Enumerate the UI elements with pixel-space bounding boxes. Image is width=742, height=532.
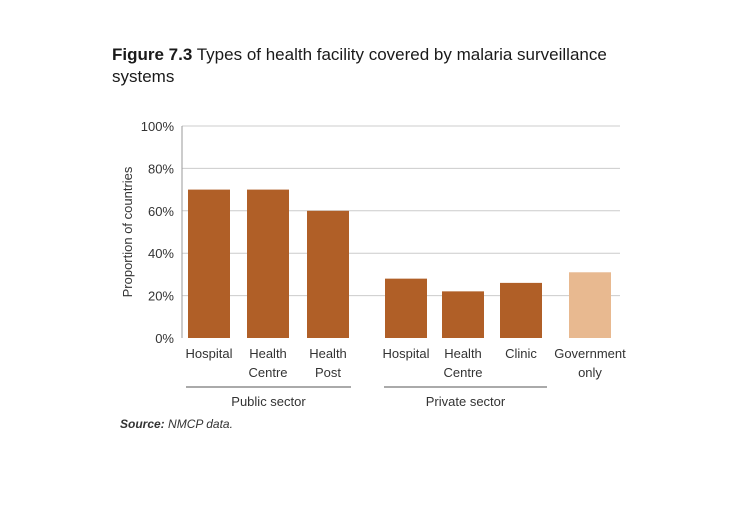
source-label: Source: xyxy=(120,417,165,431)
y-tick-label: 80% xyxy=(148,161,174,176)
x-tick-label: Health xyxy=(444,346,482,361)
x-tick-label: only xyxy=(578,365,602,380)
x-tick-label: Health xyxy=(309,346,347,361)
figure-title: Figure 7.3 Types of health facility cove… xyxy=(112,44,672,88)
x-tick-label: Clinic xyxy=(505,346,537,361)
figure-label: Figure 7.3 xyxy=(112,45,193,64)
y-tick-label: 20% xyxy=(148,289,174,304)
y-tick-label: 0% xyxy=(155,331,174,346)
bar xyxy=(442,291,484,338)
x-tick-label: Post xyxy=(315,365,341,380)
y-tick-label: 60% xyxy=(148,204,174,219)
x-tick-label: Centre xyxy=(443,365,482,380)
x-tick-label: Centre xyxy=(248,365,287,380)
source-text: NMCP data. xyxy=(168,417,233,431)
bar xyxy=(247,189,289,338)
x-tick-label: Hospital xyxy=(186,346,233,361)
figure-title-text: Types of health facility covered by mala… xyxy=(112,45,607,86)
x-tick-label: Hospital xyxy=(383,346,430,361)
y-axis-title: Proportion of countries xyxy=(120,166,135,297)
bar xyxy=(188,189,230,338)
group-label: Public sector xyxy=(231,394,306,409)
group-label: Private sector xyxy=(426,394,506,409)
x-tick-label: Government xyxy=(554,346,626,361)
x-tick-label: Health xyxy=(249,346,287,361)
source-note: Source: NMCP data. xyxy=(120,417,233,431)
bar xyxy=(385,278,427,338)
y-tick-label: 40% xyxy=(148,246,174,261)
bar xyxy=(569,272,611,338)
bar xyxy=(307,210,349,338)
bar xyxy=(500,282,542,338)
y-tick-label: 100% xyxy=(141,119,175,134)
